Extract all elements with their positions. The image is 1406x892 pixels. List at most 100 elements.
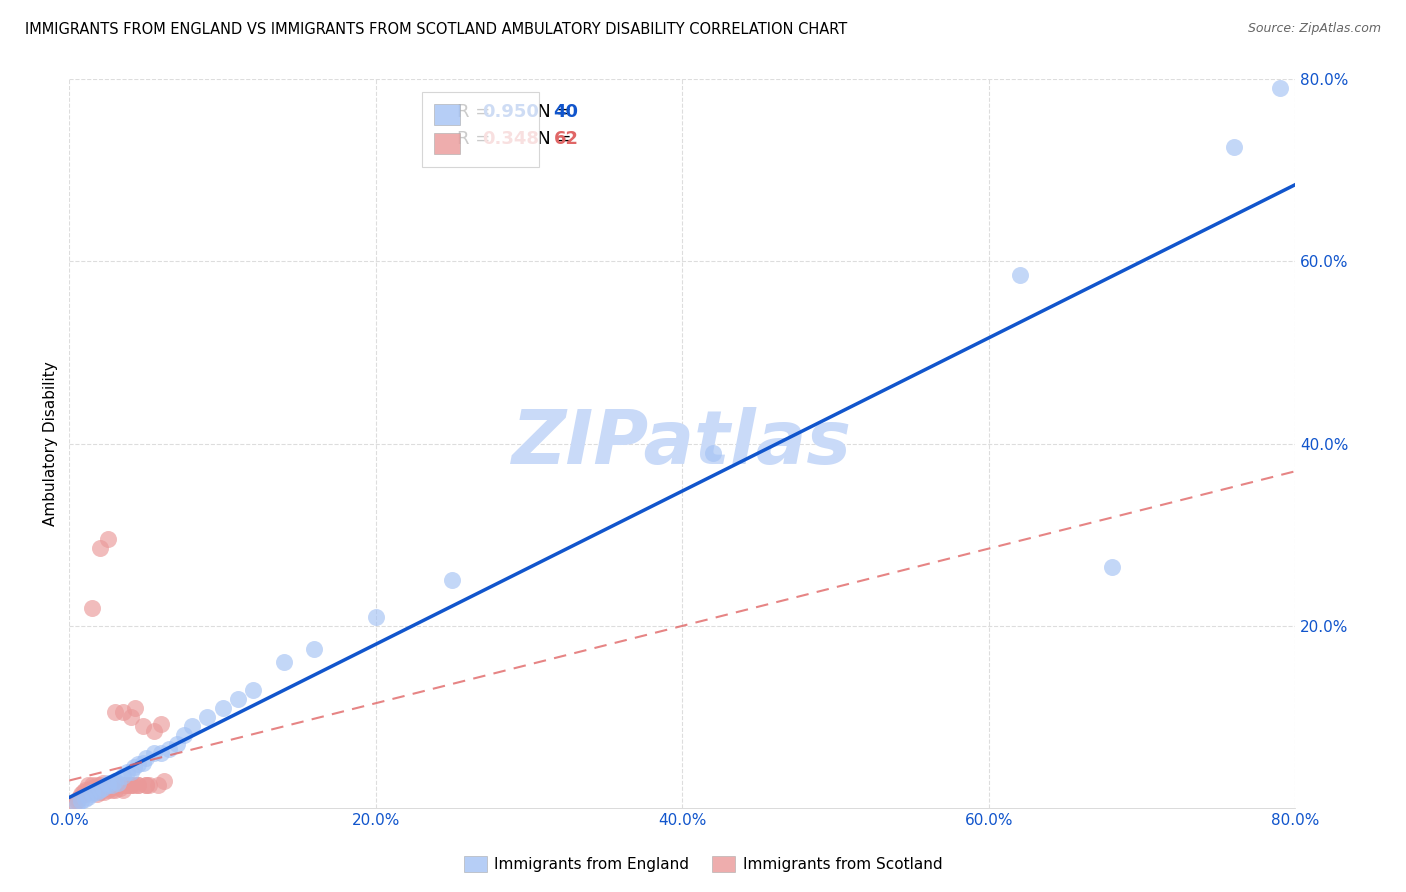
Point [91,780,114,795]
Point [86,785,108,799]
Point [67,792,90,806]
Point [132,756,155,770]
Text: 0.950: 0.950 [482,103,540,120]
Point [89,782,111,797]
Point [135,778,157,792]
Point [90,782,112,797]
Point [127,778,149,792]
Point [82,788,104,802]
Point [180,719,202,733]
Point [166,737,188,751]
Point [66,797,89,811]
Point [70,794,93,808]
Point [226,691,249,706]
Point [111,778,134,792]
Point [91,780,114,795]
Point [94,780,117,795]
Text: N =: N = [520,129,578,148]
Point [103,775,125,789]
Point [702,445,724,459]
Point [1268,81,1291,95]
Point [150,747,173,761]
Point [122,778,145,792]
Point [82,778,104,792]
Point [96,533,118,547]
Point [89,541,111,556]
Point [150,717,173,731]
Point [96,778,118,792]
Point [107,778,129,792]
Point [101,778,124,792]
Point [135,751,157,765]
Point [86,778,108,792]
Point [69,790,91,805]
Point [91,775,114,789]
Legend:           ,           : , [422,92,538,167]
Text: R =: R = [457,129,496,148]
Legend: Immigrants from England, Immigrants from Scotland: Immigrants from England, Immigrants from… [456,848,950,880]
Point [104,782,127,797]
Point [96,782,118,797]
Point [63,797,86,811]
Point [104,778,127,792]
Point [195,710,218,724]
Text: R =: R = [457,103,496,120]
Point [111,782,134,797]
Point [73,782,96,797]
Point [211,701,233,715]
Point [96,778,118,792]
Point [84,780,107,795]
Point [127,757,149,772]
Point [76,790,98,805]
Point [127,778,149,792]
Point [93,785,115,799]
Point [72,785,94,799]
Point [89,778,111,792]
Point [120,764,142,779]
Point [104,778,127,792]
Point [273,655,295,669]
Point [124,701,146,715]
Point [138,778,160,792]
Point [242,682,264,697]
Point [142,747,165,761]
Point [117,778,139,792]
Point [87,782,110,797]
Point [101,778,124,792]
Point [107,775,129,789]
Text: ZIPatlas: ZIPatlas [512,407,852,480]
Point [1008,268,1031,282]
Point [120,710,142,724]
Text: Source: ZipAtlas.com: Source: ZipAtlas.com [1247,22,1381,36]
Point [104,706,127,720]
Point [1223,140,1246,154]
Point [1101,559,1123,574]
Point [101,782,124,797]
Point [66,794,89,808]
Point [89,785,111,799]
Text: 40: 40 [554,103,579,120]
Point [100,780,122,795]
Point [441,573,464,587]
Point [82,785,104,799]
Point [82,600,104,615]
Point [146,778,169,792]
Text: N =: N = [520,103,578,120]
Point [364,609,387,624]
Point [70,788,93,802]
Point [96,775,118,789]
Point [73,792,96,806]
Point [142,723,165,738]
Point [80,780,103,795]
Point [83,782,105,797]
Point [86,788,108,802]
Text: 0.348: 0.348 [482,129,540,148]
Point [157,742,180,756]
Point [132,719,155,733]
Point [117,764,139,779]
Point [120,778,142,792]
Point [173,728,195,742]
Point [82,785,104,799]
Point [104,773,127,788]
Point [111,706,134,720]
